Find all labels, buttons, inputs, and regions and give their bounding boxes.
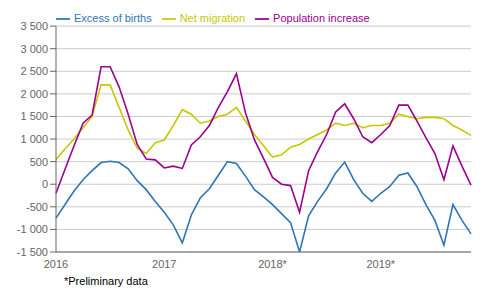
svg-text:3 000: 3 000 (20, 43, 48, 55)
svg-text:500: 500 (30, 156, 48, 168)
svg-text:2018*: 2018* (258, 258, 287, 270)
svg-text:2019*: 2019* (366, 258, 395, 270)
html-text:Excess of births: Excess of births (74, 12, 152, 24)
html-text:*Preliminary data: *Preliminary data (64, 275, 148, 287)
svg-text:2017: 2017 (152, 258, 176, 270)
svg-text:2 000: 2 000 (20, 88, 48, 100)
svg-text:1 500: 1 500 (20, 110, 48, 122)
svg-text:0: 0 (42, 178, 48, 190)
html-text:Net migration: Net migration (179, 12, 246, 24)
svg-text:2 500: 2 500 (20, 65, 48, 77)
svg-text:1 000: 1 000 (20, 133, 48, 145)
svg-text:-500: -500 (26, 201, 48, 213)
svg-text:-1 000: -1 000 (17, 223, 48, 235)
svg-text:-1 500: -1 500 (17, 246, 48, 258)
svg-text:2016: 2016 (44, 258, 68, 270)
svg-text:3 500: 3 500 (20, 20, 48, 32)
html-text:Population increase: Population increase (273, 12, 370, 24)
